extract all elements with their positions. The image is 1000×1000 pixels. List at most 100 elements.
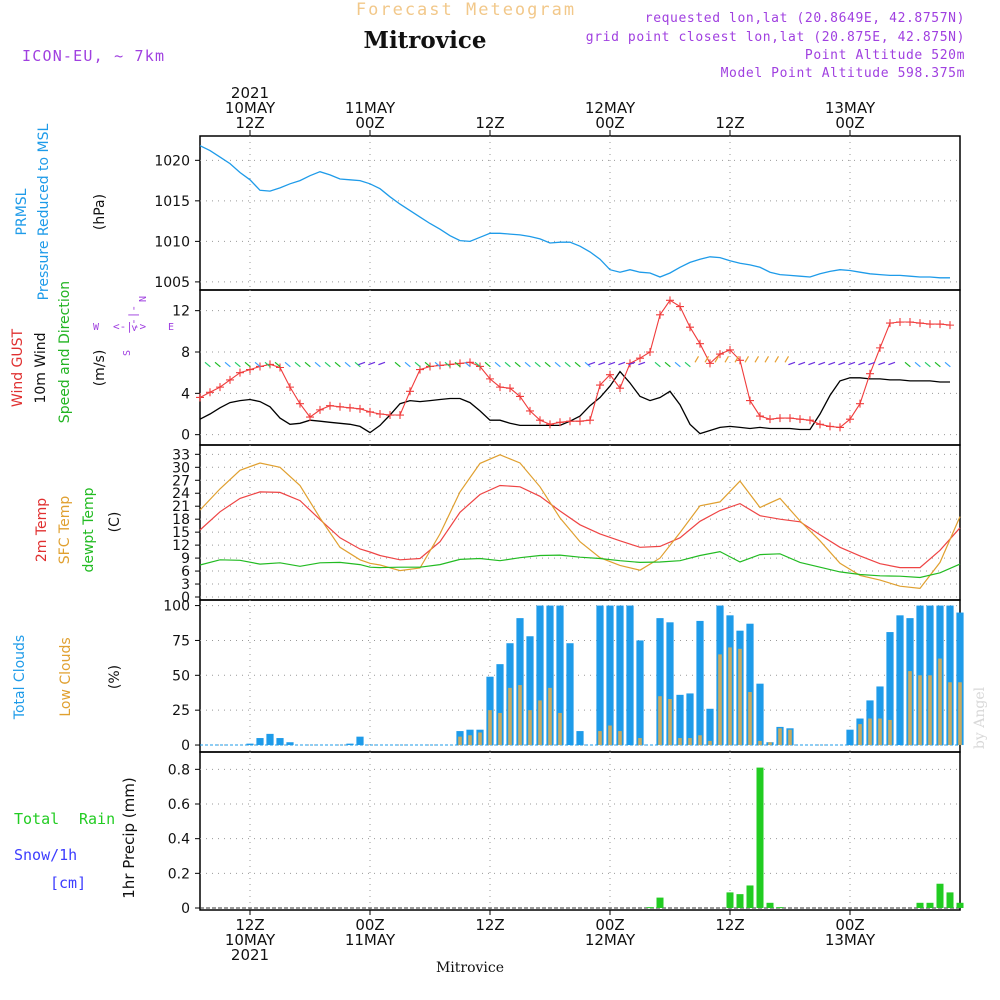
pressure-ytick-label: 1020 <box>154 153 190 169</box>
total-cloud-bar <box>346 743 354 746</box>
total-cloud-bar <box>656 618 664 746</box>
compass-icon: N S W E <-|-> -|-> <box>93 296 174 356</box>
total-cloud-bar <box>566 643 574 746</box>
gust-point <box>616 384 624 393</box>
wind-arrow <box>378 361 386 366</box>
prmsl-label: PRMSL <box>14 188 30 235</box>
wind-arrow <box>294 361 301 368</box>
wind-arrow <box>744 355 750 363</box>
total-cloud-bar <box>576 731 584 746</box>
gust-point <box>836 423 844 432</box>
wind-arrow <box>654 361 661 368</box>
wind-ytick-label: 4 <box>181 386 190 402</box>
total-cloud-bar <box>496 664 504 746</box>
wind-arrow <box>788 361 796 366</box>
gust-point <box>556 418 564 427</box>
total-cloud-bar <box>956 612 964 746</box>
wind-arrow <box>798 361 806 366</box>
total-cloud-bar <box>706 708 714 746</box>
low-cloud-bar <box>478 732 482 746</box>
temp-labels: 2m Temp SFC Temp dewpt Temp (C) <box>34 487 123 572</box>
rain-bar <box>926 902 934 908</box>
temp-ytick-label: 24 <box>172 486 190 502</box>
temp-ytick-label: 0 <box>181 590 190 606</box>
wind-arrow <box>394 361 401 368</box>
gust-point <box>676 302 684 311</box>
low-cloud-bar <box>638 738 642 746</box>
gust-point <box>726 345 734 354</box>
gust-point <box>826 422 834 431</box>
wind-arrow <box>714 355 720 363</box>
rain-bar <box>766 902 774 908</box>
wind-arrow <box>944 361 951 368</box>
wind-arrow <box>914 361 921 368</box>
temp-ytick-label: 21 <box>172 499 190 515</box>
wind-arrow <box>204 361 211 368</box>
total-cloud-bar <box>516 618 524 746</box>
gust-point <box>926 320 934 329</box>
wind-ytick-label: 0 <box>181 428 190 444</box>
gust-point <box>866 369 874 378</box>
temp-unit-label: (C) <box>107 512 123 533</box>
gust-point <box>226 375 234 384</box>
gust-point <box>736 356 744 365</box>
gust-point <box>326 401 334 410</box>
snow-unit-label: [cm] <box>50 874 86 892</box>
gust-point <box>706 359 714 368</box>
sfc-temp-line <box>199 454 961 590</box>
gust-point <box>236 368 244 377</box>
t2m-label: 2m Temp <box>34 498 50 562</box>
low-cloud-bar <box>708 740 712 746</box>
gust-point <box>686 323 694 332</box>
wind-arrow <box>608 361 616 366</box>
total-cloud-bar <box>876 686 884 746</box>
wind-arrow <box>504 361 511 368</box>
credit-watermark: by Angel <box>972 686 988 749</box>
gust-point <box>376 410 384 418</box>
rain-bar <box>656 897 664 908</box>
gust-point <box>886 319 894 328</box>
low-cloud-bar <box>928 675 932 746</box>
wind-arrow <box>684 361 691 368</box>
wind-arrow <box>598 361 606 366</box>
gust-point <box>546 420 554 429</box>
top-axis-label: 00Z <box>355 114 384 132</box>
gust-point <box>316 405 324 414</box>
wind-arrow <box>314 361 321 368</box>
dewpt-label: dewpt Temp <box>81 487 97 572</box>
gust-point <box>506 384 514 393</box>
gust-point <box>346 403 354 412</box>
precip-ytick-label: 0 <box>181 901 190 917</box>
wind-arrow <box>524 361 531 368</box>
t2m-line <box>199 484 961 569</box>
total-clouds-label: Total Clouds <box>12 635 28 720</box>
low-cloud-bar <box>758 740 762 746</box>
precip-ytick-label: 0.4 <box>168 832 190 848</box>
rain-bar <box>776 907 784 909</box>
temp-ytick-label: 18 <box>172 512 190 528</box>
gust-point <box>916 319 924 328</box>
low-cloud-bar <box>518 685 522 746</box>
model-label: ICON-EU, ~ 7km <box>22 47 165 65</box>
bottom-axis-label: 12Z <box>715 916 744 934</box>
grid-point-coords: grid point closest lon,lat (20.875E, 42.… <box>586 30 965 45</box>
gust-point <box>576 417 584 426</box>
wind-arrow <box>534 361 541 368</box>
gust-point <box>586 416 594 425</box>
gust-point <box>656 310 664 319</box>
gust-point <box>816 420 824 429</box>
wind-arrow <box>434 361 441 368</box>
total-cloud-bar <box>256 738 264 746</box>
wind-arrow <box>724 355 730 363</box>
wind-arrow <box>514 361 521 368</box>
total-cloud-bar <box>556 605 564 746</box>
low-cloud-bar <box>738 648 742 746</box>
wind-arrow <box>584 361 591 368</box>
top-axis-label: 10MAY <box>225 99 276 117</box>
low-cloud-bar <box>908 671 912 746</box>
clouds-unit-label: (%) <box>107 665 123 689</box>
low-cloud-bar <box>768 742 772 746</box>
gust-point <box>746 396 754 405</box>
gust-point <box>716 350 724 359</box>
low-cloud-bar <box>598 731 602 746</box>
